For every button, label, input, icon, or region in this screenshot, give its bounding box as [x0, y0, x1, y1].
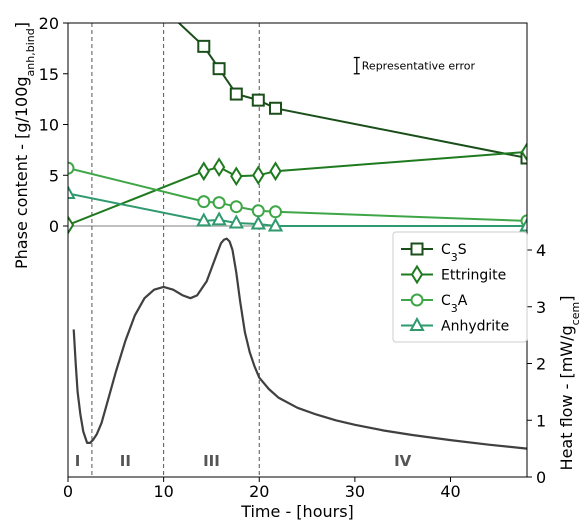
data-point — [212, 157, 226, 178]
series-c3a — [68, 161, 527, 228]
right-y-tick-label: 4 — [536, 241, 546, 260]
data-point — [68, 184, 76, 200]
right-y-tick-label: 2 — [536, 355, 546, 374]
data-point — [251, 93, 265, 107]
data-point — [212, 62, 226, 76]
right-y-axis-title: Heat flow - [mW/gcem] — [557, 296, 582, 471]
series-anhydrite — [68, 184, 527, 232]
legend-item: Ettringite — [401, 264, 506, 285]
annotation-text: Representative error — [362, 60, 476, 73]
region-label: I — [75, 452, 81, 470]
right-y-tick-label: 3 — [536, 298, 546, 317]
data-point — [197, 161, 210, 182]
legend-item: Anhydrite — [401, 316, 509, 335]
legend-label: Ettringite — [441, 268, 506, 284]
legend-box — [392, 231, 528, 343]
data-point — [230, 166, 243, 187]
heat-flow-line — [72, 237, 527, 450]
series-line — [68, 167, 527, 222]
x-tick-label: 40 — [440, 482, 460, 501]
data-point — [267, 217, 284, 232]
data-point — [251, 204, 265, 218]
legend: C3S Ettringite C3A Anhydrite — [392, 231, 528, 343]
legend-label: Anhydrite — [441, 319, 509, 335]
region-label: III — [203, 452, 220, 470]
legend-marker — [410, 293, 424, 307]
data-point — [519, 217, 527, 232]
data-point — [229, 200, 243, 214]
data-point — [68, 161, 75, 175]
data-point — [252, 165, 265, 186]
data-point — [520, 142, 527, 162]
x-tick-label: 30 — [345, 482, 365, 501]
data-point — [520, 151, 527, 165]
data-point — [68, 215, 75, 235]
data-point — [196, 212, 212, 227]
x-tick-label: 10 — [153, 482, 173, 501]
legend-item: C3S — [401, 242, 467, 264]
series-line — [177, 23, 527, 159]
left-y-axis-title: Phase content - [g/100ganh,bind] — [12, 22, 37, 269]
representative-error-annotation: Representative error — [353, 56, 476, 75]
series-ettringite — [68, 142, 527, 235]
data-point — [228, 214, 244, 229]
x-tick-label: 20 — [249, 482, 269, 501]
left-y-tick-label: 10 — [39, 116, 59, 135]
data-point — [269, 205, 283, 219]
left-y-tick-label: 20 — [39, 14, 59, 33]
data-point — [250, 215, 266, 230]
legend-item: C3A — [401, 293, 468, 315]
data-point — [229, 87, 243, 101]
data-point — [197, 195, 211, 209]
data-point — [211, 211, 227, 226]
left-y-tick-label: 0 — [49, 217, 59, 236]
series-c3s — [177, 23, 527, 165]
right-y-tick-label: 1 — [536, 411, 546, 430]
data-point — [269, 101, 283, 115]
legend-label: C3A — [441, 293, 468, 315]
region-label: II — [120, 452, 131, 470]
legend-marker — [410, 264, 424, 285]
data-point — [269, 161, 282, 182]
x-tick-label: 0 — [63, 482, 73, 501]
region-label: IV — [394, 452, 412, 470]
data-point — [197, 39, 211, 53]
left-y-tick-label: 5 — [49, 166, 59, 185]
legend-marker — [410, 242, 424, 256]
right-y-tick-label: 0 — [536, 468, 546, 487]
series-line — [68, 150, 527, 226]
data-point — [212, 196, 226, 210]
left-y-tick-label: 15 — [39, 65, 59, 84]
legend-label: C3S — [441, 242, 467, 264]
x-axis-title: Time - [hours] — [240, 502, 354, 521]
legend-marker — [409, 316, 425, 331]
